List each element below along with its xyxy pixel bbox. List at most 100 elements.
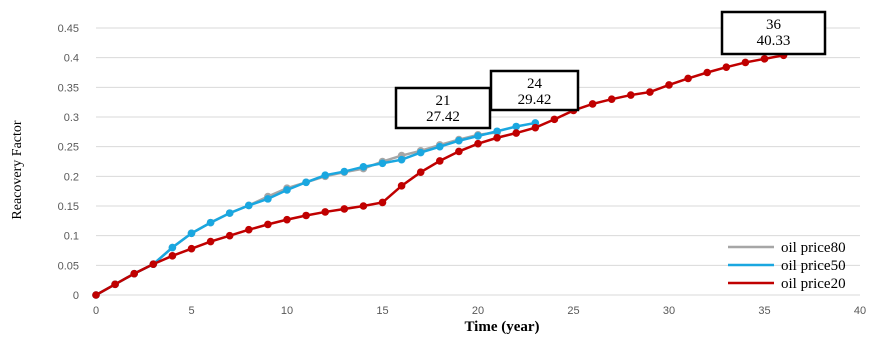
y-axis-title: Reacovery Factor [10,120,25,219]
data-point [168,243,177,252]
legend-label: oil price50 [781,258,846,274]
data-point [378,198,387,207]
x-axis-title: Time (year) [464,319,539,335]
axis-layer: Time (year) Reacovery Factor 0 0.05 0.1 0.1… [10,23,866,335]
data-point [455,147,463,156]
x-tick-label: 40 [854,305,866,317]
data-point [340,205,349,213]
data-point [416,168,425,176]
data-point [321,171,330,179]
x-tick-label: 35 [758,305,770,317]
grid-layer [96,27,860,296]
data-point [187,229,196,238]
x-tick-label: 5 [188,305,194,317]
legend-label: oil price80 [781,240,846,256]
series-oil-price20 [92,51,788,299]
data-point [436,142,444,151]
data-point [283,186,291,194]
data-point [722,63,731,71]
data-point [340,167,349,176]
y-tick-label: 0.15 [58,201,79,213]
data-point [550,115,559,124]
annotation-box [720,10,827,56]
data-point [283,215,291,224]
data-point [397,155,406,164]
legend-item: oil price80 [728,240,846,256]
data-point [416,148,425,157]
x-tick-label: 25 [567,305,579,317]
annotation-year: 21 [436,93,451,109]
series-oil-price80 [92,128,501,299]
y-tick-label: 0.4 [64,53,79,65]
data-point [741,58,750,67]
y-tick-label: 0.1 [64,231,79,243]
data-point [531,123,540,132]
y-tick-label: 0.25 [58,142,79,154]
data-point [264,220,272,229]
x-tick-label: 0 [93,305,99,317]
data-point [206,237,215,246]
data-point [607,95,616,103]
x-tick-label: 30 [663,305,675,317]
data-point [627,91,635,99]
data-point [359,202,368,210]
y-tick-label: 0.3 [64,112,79,124]
y-tick-label: 0.05 [58,260,79,272]
x-tick-label: 10 [281,305,293,317]
data-point [378,159,387,168]
legend-label: oil price20 [781,276,846,292]
data-point [206,218,215,227]
data-point [359,163,368,171]
data-point [665,81,673,89]
data-point [760,55,769,63]
data-point [703,68,711,77]
data-point [302,178,310,187]
y-tick-label: 0.35 [58,82,79,94]
annotation-value: 29.42 [518,92,552,108]
x-tick-label: 20 [472,305,484,317]
legend: oil price80 oil price50 oil price20 [728,240,846,292]
series-layer [92,51,788,299]
data-point [474,132,482,140]
data-point [436,157,444,165]
data-point [455,136,463,145]
annotation-year: 24 [527,76,543,92]
data-point [302,211,310,220]
data-point [512,129,520,137]
data-point [493,133,501,142]
data-point [245,201,253,210]
annotation-box [394,86,492,130]
data-point [474,139,482,148]
y-tick-label: 0.45 [58,23,79,35]
data-point [646,88,654,96]
data-point [130,269,138,278]
data-point [187,244,196,253]
data-point [588,100,597,108]
series-line [95,121,536,297]
annotation-year: 36 [766,17,782,33]
data-point [111,280,119,289]
data-point [245,225,253,234]
data-point [92,291,100,299]
data-point [321,208,330,216]
data-point [684,74,692,83]
series-line [95,131,498,297]
data-point [149,260,158,268]
data-point [512,122,520,131]
annotation-value: 27.42 [426,109,460,125]
data-point [225,209,234,217]
data-point [264,195,272,203]
data-point [397,182,406,190]
legend-item: oil price50 [728,258,846,274]
legend-item: oil price20 [728,276,846,292]
y-tick-label: 0 [73,290,79,302]
annotation-box [489,69,580,112]
y-tick-label: 0.2 [64,171,79,183]
x-tick-label: 15 [376,305,388,317]
data-point [493,127,501,136]
